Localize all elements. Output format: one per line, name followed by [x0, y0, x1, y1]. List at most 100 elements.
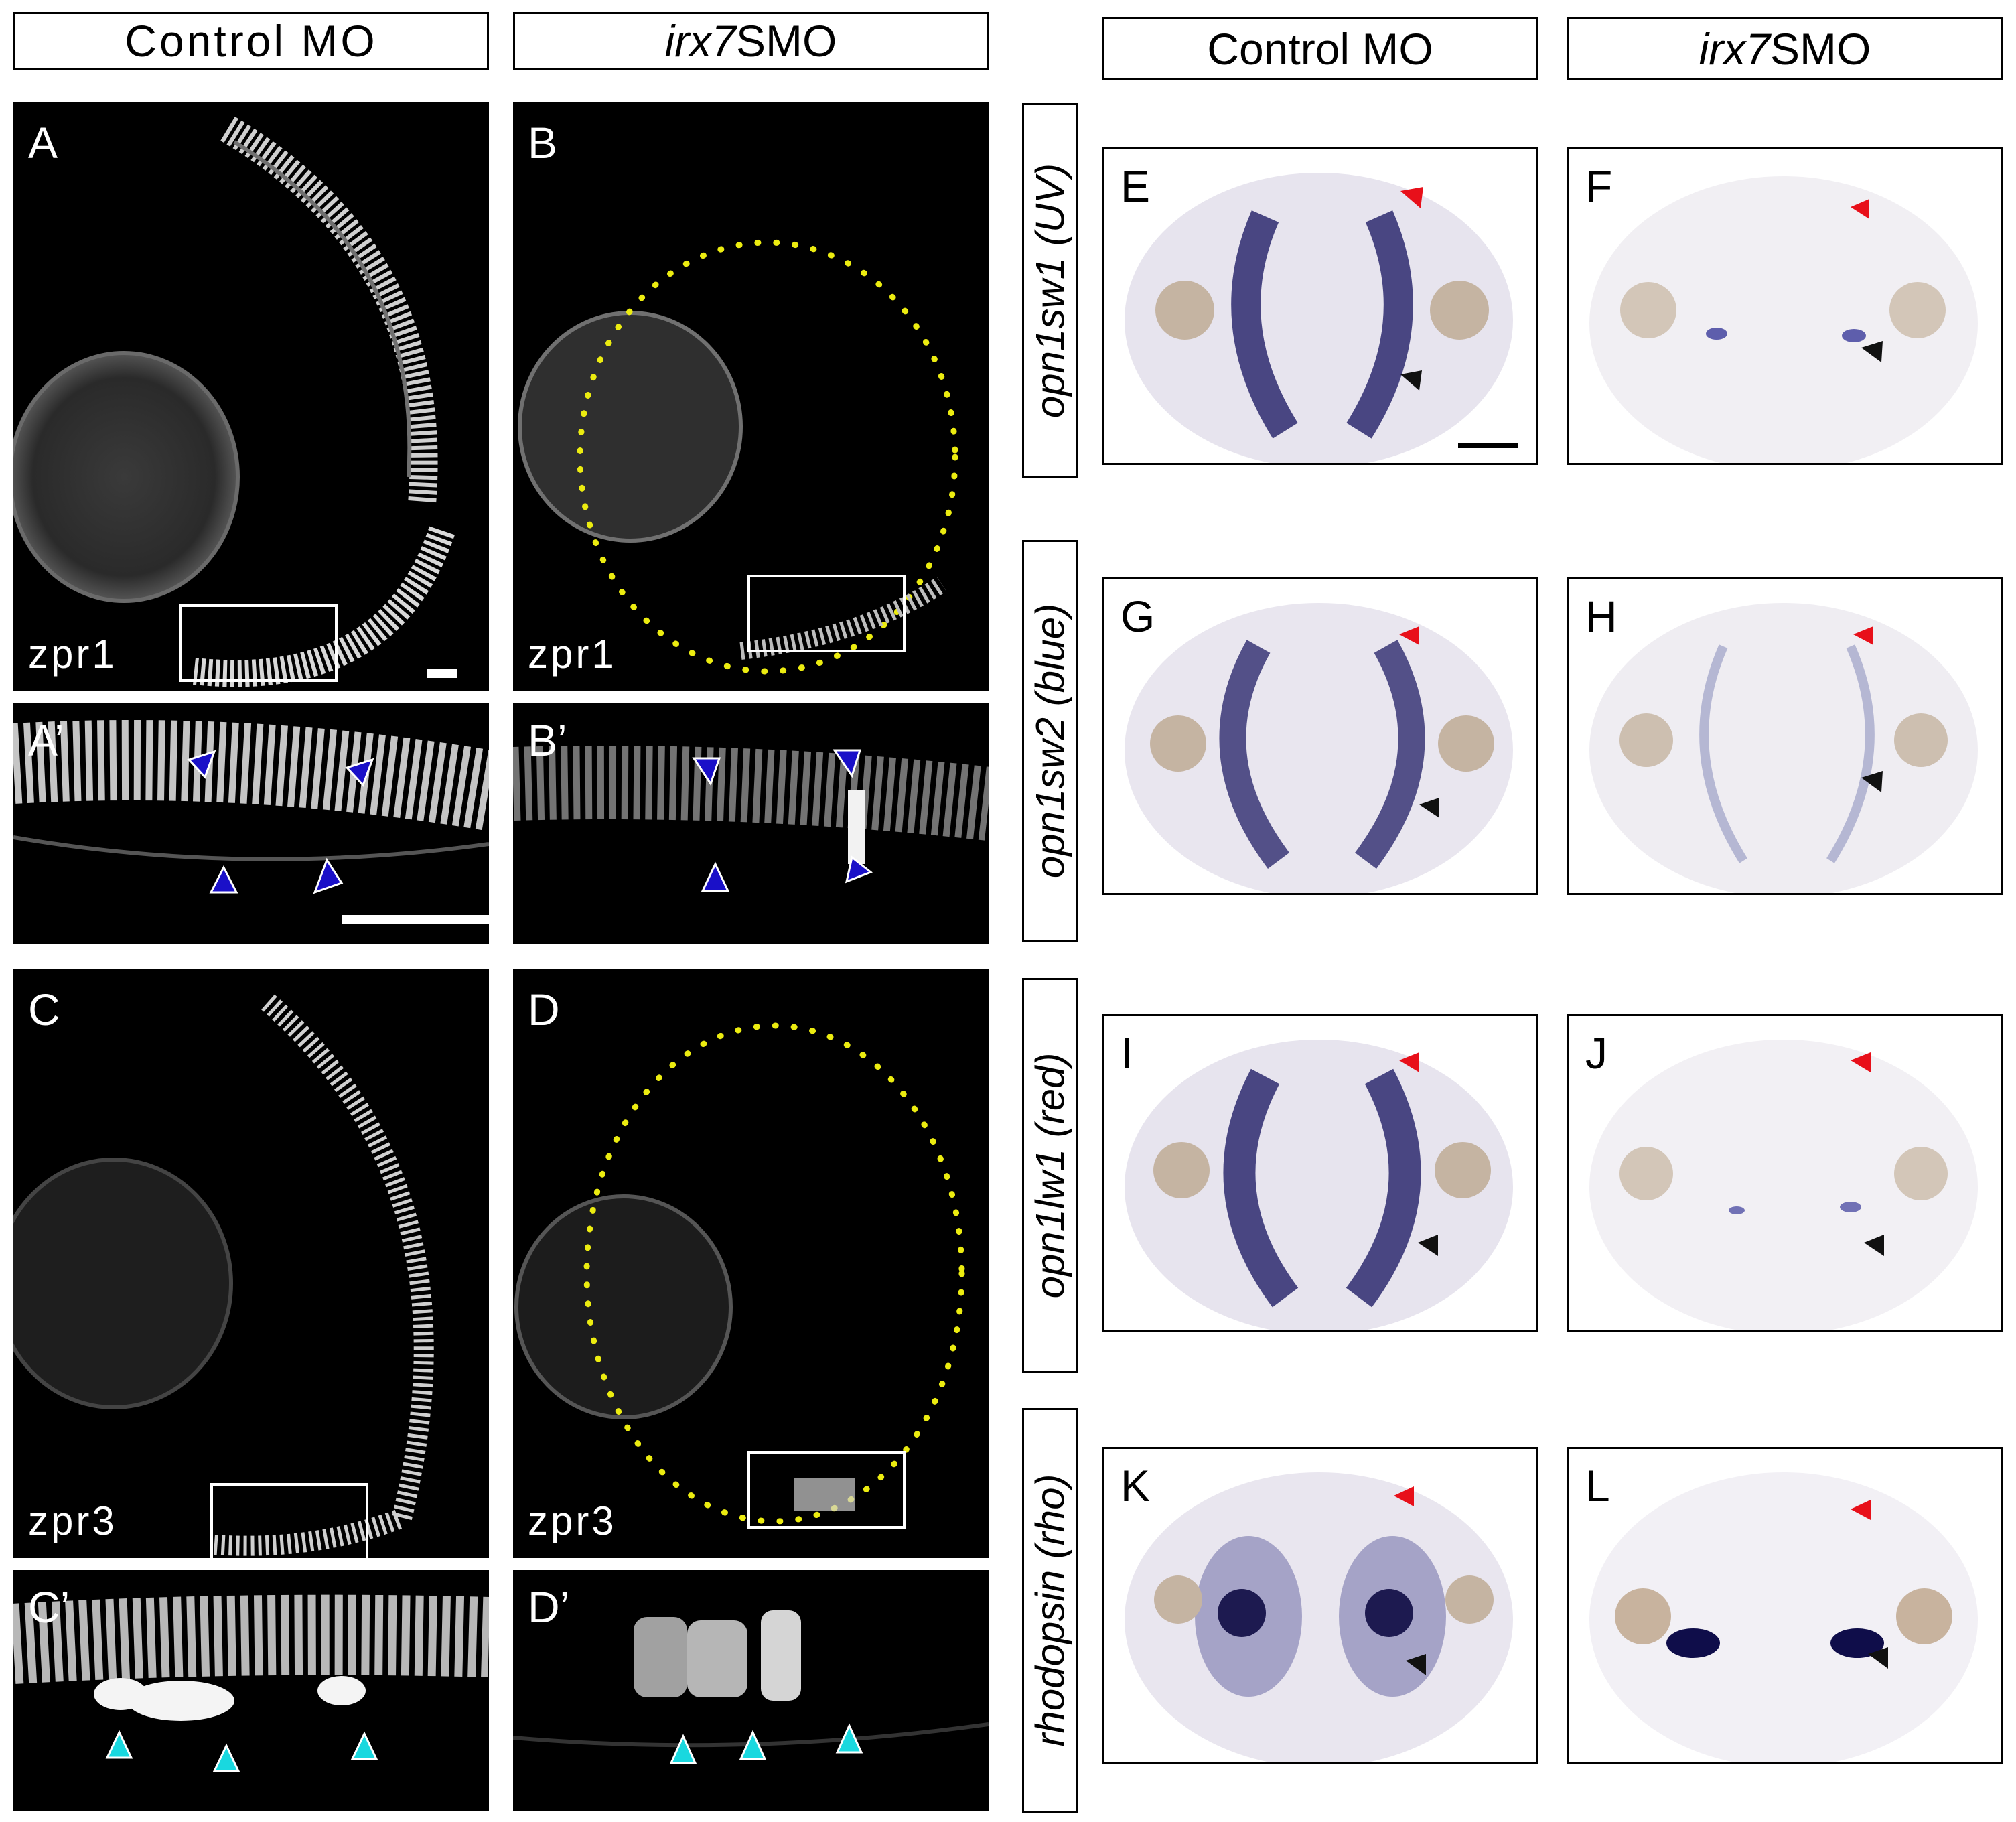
arrowhead-icon: [350, 1731, 378, 1760]
zoom-illustration: [513, 1610, 989, 1764]
arrowhead-icon: [1851, 1052, 1871, 1072]
header-suffix: SMO: [1770, 24, 1871, 74]
arrowhead-icon: [845, 855, 873, 884]
row-label-text: opn1sw2 (blue): [1027, 603, 1073, 879]
arrowhead-icon: [1419, 798, 1439, 818]
arrowhead-icon: [1851, 199, 1869, 219]
panel-d-image: D zpr3: [513, 969, 989, 1558]
antibody-label: zpr3: [28, 1498, 117, 1543]
arrowhead-icon: [1861, 341, 1883, 362]
panel-g-image: G: [1102, 577, 1538, 895]
arrowhead-icon: [1851, 1500, 1871, 1520]
panel-j-image: J: [1567, 1014, 2003, 1332]
panel-label: C: [28, 985, 60, 1034]
panel-label: C’: [28, 1582, 70, 1632]
panel-c-image: C zpr3: [13, 969, 489, 1558]
panel-h-image: H: [1567, 577, 2003, 895]
row-label-rhodopsin: rhodopsin (rho): [1022, 1408, 1078, 1813]
arrowhead-icon: [1861, 771, 1883, 792]
panel-label: B: [528, 118, 558, 167]
arrowhead-icon: [1394, 1486, 1414, 1506]
gene-name: irx7: [1699, 24, 1770, 74]
zoom-illustration: [513, 746, 989, 892]
panel-label: D: [528, 985, 560, 1034]
embryo-head-illustration: [1589, 603, 1978, 893]
antibody-label: zpr1: [528, 632, 617, 677]
panel-e-image: E: [1102, 147, 1538, 465]
panel-b-prime-image: B’: [513, 703, 989, 944]
panel-b-image: B zpr1: [513, 102, 989, 691]
arrowhead-icon: [1864, 1235, 1884, 1256]
arrowhead-icon: [1418, 1235, 1438, 1256]
panel-label: D’: [528, 1582, 570, 1632]
arrowhead-icon: [1853, 626, 1873, 645]
embryo-head-illustration: [1125, 1472, 1513, 1762]
arrowhead-icon: [187, 750, 216, 779]
row-label-opn1sw1: opn1sw1 (UV): [1022, 103, 1078, 478]
panel-d-prime-image: D’: [513, 1570, 989, 1811]
header-control-mo-right: Control MO: [1102, 17, 1538, 80]
panel-i-image: I: [1102, 1014, 1538, 1332]
panel-label: E: [1121, 161, 1151, 211]
panel-label: H: [1585, 591, 1617, 641]
panel-f-image: F: [1567, 147, 2003, 465]
panel-label: B’: [528, 715, 567, 765]
arrowhead-icon: [1406, 1654, 1426, 1675]
arrowhead-icon: [1868, 1647, 1888, 1669]
arrowhead-icon: [833, 749, 862, 778]
arrowhead-icon: [209, 865, 238, 894]
retina-section-illustration: [13, 116, 457, 687]
arrowhead-icon: [1400, 187, 1423, 208]
panel-label: A’: [28, 715, 64, 765]
arrowhead-icon: [669, 1734, 697, 1764]
panel-k-image: K: [1102, 1447, 1538, 1764]
arrowhead-icon: [1399, 1052, 1419, 1072]
antibody-label: zpr3: [528, 1498, 617, 1543]
embryo-head-illustration: [1589, 176, 1978, 463]
header-irx7smo-right: irx7 SMO: [1567, 17, 2003, 80]
header-irx7smo-left: irx7 SMO: [513, 12, 989, 70]
arrowhead-icon: [313, 857, 344, 894]
panel-label: K: [1121, 1461, 1151, 1511]
row-label-opn1sw2: opn1sw2 (blue): [1022, 540, 1078, 942]
arrowhead-icon: [739, 1730, 767, 1760]
retina-section-illustration: [514, 1022, 965, 1529]
row-label-text: opn1lw1 (red): [1027, 1052, 1073, 1299]
panel-label: F: [1585, 161, 1613, 211]
arrowhead-icon: [212, 1743, 240, 1772]
arrowhead-icon: [105, 1730, 133, 1759]
embryo-head-illustration: [1125, 1040, 1513, 1330]
antibody-label: zpr1: [28, 632, 117, 677]
arrowhead-icon: [1400, 370, 1422, 391]
zoom-illustration: [13, 720, 489, 924]
header-control-mo-left: Control MO: [13, 12, 489, 70]
panel-label: G: [1121, 591, 1155, 641]
panel-a-prime-image: A’: [13, 703, 489, 944]
arrowhead-icon: [692, 757, 721, 786]
zoom-illustration: [13, 1594, 489, 1772]
retina-section-illustration: [518, 239, 958, 675]
panel-l-image: L: [1567, 1447, 2003, 1764]
arrowhead-icon: [701, 861, 730, 892]
panel-label: I: [1121, 1028, 1133, 1078]
panel-label: J: [1585, 1028, 1607, 1078]
embryo-head-illustration: [1125, 173, 1518, 463]
header-suffix: SMO: [736, 16, 837, 66]
panel-label: L: [1585, 1461, 1610, 1511]
header-text: Control MO: [1207, 24, 1433, 74]
embryo-head-illustration: [1589, 1472, 1978, 1762]
panel-a-image: A zpr1: [13, 102, 489, 691]
panel-c-prime-image: C’: [13, 1570, 489, 1811]
embryo-head-illustration: [1589, 1040, 1978, 1330]
embryo-head-illustration: [1125, 603, 1513, 893]
arrowhead-icon: [835, 1723, 863, 1754]
header-text: Control MO: [125, 16, 378, 66]
row-label-text: rhodopsin (rho): [1027, 1474, 1073, 1747]
row-label-text: opn1sw1 (UV): [1027, 163, 1073, 419]
panel-label: A: [28, 118, 58, 167]
row-label-opn1lw1: opn1lw1 (red): [1022, 978, 1078, 1373]
arrowhead-icon: [345, 758, 374, 787]
gene-name: irx7: [664, 16, 736, 66]
retina-section-illustration: [13, 994, 434, 1558]
arrowhead-icon: [1399, 626, 1419, 645]
